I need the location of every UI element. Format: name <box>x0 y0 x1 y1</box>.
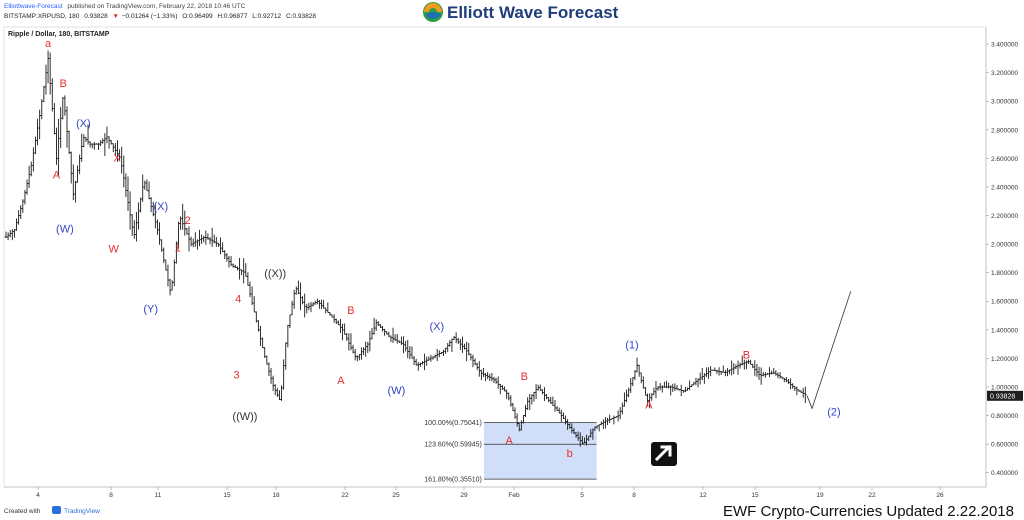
update-text: EWF Crypto-Currencies Updated 2.22.2018 <box>723 503 1014 520</box>
x-tick-label: 12 <box>699 492 707 499</box>
publisher-link[interactable]: Elliottwave-Forecast <box>4 3 63 10</box>
wave-label: B <box>347 305 354 317</box>
y-tick-label: 2.600000 <box>991 156 1018 163</box>
y-tick-label: 0.800000 <box>991 413 1018 420</box>
created-with-text: Created with <box>4 508 41 515</box>
wave-label: 4 <box>235 294 241 306</box>
projection-path <box>806 291 852 410</box>
x-tick-label: 4 <box>36 492 40 499</box>
wave-label: B <box>743 349 750 361</box>
ohlc-line: BITSTAMP:XRPUSD, 180 0.93828 ▼ −0.01264 … <box>4 13 316 20</box>
x-tick-label: 18 <box>272 492 280 499</box>
wave-label: A <box>505 435 513 447</box>
arrow-up-right-icon[interactable] <box>651 442 677 466</box>
wave-label: 3 <box>233 369 239 381</box>
wave-label: (W) <box>56 224 74 236</box>
ohlc-bar <box>804 386 807 403</box>
wave-label: (Y) <box>143 304 158 316</box>
svg-text:0.93828: 0.93828 <box>990 393 1015 400</box>
projection-line <box>806 291 852 410</box>
x-tick-label: Feb <box>508 492 520 499</box>
wave-label: B <box>521 371 528 383</box>
price-axis: 0.400000 0.600000 0.800000 1.000000 1.200000… <box>986 42 1018 477</box>
ohlc-change: −0.01264 (−1.33%) <box>122 13 178 20</box>
ohlc-symbol: BITSTAMP:XRPUSD, 180 <box>4 13 80 20</box>
wave-labels: a B A (W) (X) X W (X) 2 1 (Y) ((X)) 4 3 ((W)) B A (X) (W) B… <box>45 38 841 460</box>
globe-logo-icon <box>423 2 443 22</box>
brand-logo: Elliott Wave Forecast <box>423 2 619 22</box>
published-text: published on TradingView.com, February 2… <box>67 3 245 10</box>
ohlc-low: L:0.92712 <box>252 13 281 20</box>
tradingview-icon <box>52 506 61 514</box>
wave-label: A <box>645 399 653 411</box>
time-axis: 4 8 11 15 18 22 25 29 Feb 5 8 12 15 19 22 26 <box>36 487 944 499</box>
y-tick-label: 1.000000 <box>991 384 1018 391</box>
wave-label: (2) <box>827 407 840 419</box>
x-tick-label: 11 <box>155 492 162 499</box>
x-tick-label: 25 <box>392 492 400 499</box>
y-tick-label: 3.400000 <box>991 42 1018 49</box>
ohlc-open: O:0.96499 <box>182 13 213 20</box>
x-tick-label: 15 <box>751 492 759 499</box>
wave-label: (W) <box>388 385 406 397</box>
y-tick-label: 0.600000 <box>991 442 1018 449</box>
y-tick-label: 2.400000 <box>991 184 1018 191</box>
last-price-tag: 0.93828 <box>987 390 1023 401</box>
y-tick-label: 2.800000 <box>991 127 1018 134</box>
y-tick-label: 0.400000 <box>991 470 1018 477</box>
tradingview-logo[interactable]: TradingView <box>52 506 100 515</box>
wave-label: ((W)) <box>232 411 257 423</box>
y-tick-label: 1.800000 <box>991 270 1018 277</box>
y-tick-label: 1.600000 <box>991 299 1018 306</box>
wave-label: (X) <box>76 118 91 130</box>
x-tick-label: 26 <box>936 492 944 499</box>
wave-label: A <box>337 375 345 387</box>
fib-level-label: 161.80%(0.35510) <box>424 477 482 484</box>
wave-label: (X) <box>429 321 444 333</box>
logo-text: Elliott Wave Forecast <box>447 3 619 22</box>
y-tick-label: 2.000000 <box>991 242 1018 249</box>
ohlc-high: H:0.96877 <box>217 13 247 20</box>
wave-label: 2 <box>185 215 191 227</box>
chart-title: Ripple / Dollar, 180, BITSTAMP <box>8 31 110 38</box>
x-tick-label: 22 <box>868 492 876 499</box>
wave-label: W <box>109 244 120 256</box>
x-tick-label: 19 <box>816 492 824 499</box>
x-tick-label: 29 <box>460 492 468 499</box>
wave-label: (1) <box>625 339 638 351</box>
header-line-1: Elliottwave-Forecast published on Tradin… <box>4 3 246 10</box>
wave-label: B <box>60 78 67 90</box>
y-tick-label: 1.200000 <box>991 356 1018 363</box>
y-tick-label: 3.000000 <box>991 99 1018 106</box>
fib-zone-box <box>483 422 597 480</box>
wave-label: (X) <box>153 201 168 213</box>
ohlc-last: 0.93828 <box>84 13 108 20</box>
x-tick-label: 15 <box>223 492 231 499</box>
fib-level-label: 100.00%(0.75041) <box>424 420 482 427</box>
price-bars <box>4 50 807 447</box>
wave-label: X <box>113 152 121 164</box>
y-tick-label: 3.200000 <box>991 70 1018 77</box>
wave-label: 1 <box>175 242 181 254</box>
wave-label: A <box>53 169 61 181</box>
x-tick-label: 22 <box>341 492 349 499</box>
x-tick-label: 8 <box>632 492 636 499</box>
tradingview-text: TradingView <box>64 508 100 515</box>
wave-label: a <box>45 38 52 50</box>
y-tick-label: 1.400000 <box>991 327 1018 334</box>
x-tick-label: 5 <box>580 492 584 499</box>
y-tick-label: 2.200000 <box>991 213 1018 220</box>
ohlc-close: C:0.93828 <box>286 13 316 20</box>
fib-level-label: 123.60%(0.59945) <box>424 442 482 449</box>
plot-area <box>3 26 987 488</box>
wave-label: b <box>567 448 573 460</box>
down-arrow-icon: ▼ <box>113 13 119 20</box>
x-tick-label: 8 <box>109 492 113 499</box>
wave-label: ((X)) <box>264 268 286 280</box>
